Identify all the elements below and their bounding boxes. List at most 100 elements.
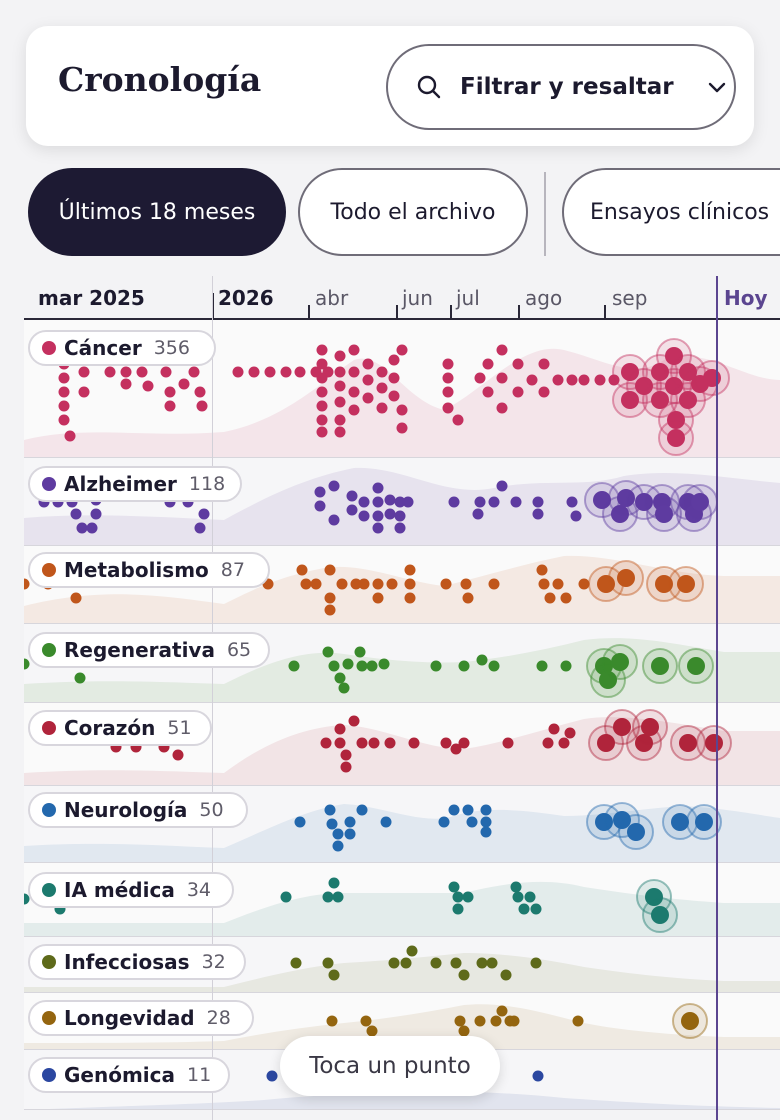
event-dot[interactable] — [532, 508, 544, 520]
event-dot[interactable] — [488, 496, 500, 508]
event-dot[interactable] — [496, 480, 508, 492]
event-dot[interactable] — [578, 578, 590, 590]
event-dot[interactable] — [538, 386, 550, 398]
event-dot[interactable] — [530, 903, 542, 915]
event-dot[interactable] — [558, 737, 570, 749]
event-dot[interactable] — [458, 660, 470, 672]
tab-full-archive[interactable]: Todo el archivo — [298, 168, 528, 256]
event-dot[interactable] — [404, 578, 416, 590]
event-dot[interactable] — [332, 828, 344, 840]
event-dot[interactable] — [136, 366, 148, 378]
event-dot[interactable] — [476, 654, 488, 666]
highlighted-event-dot[interactable] — [658, 420, 694, 456]
highlighted-event-dot[interactable] — [686, 804, 722, 840]
event-dot[interactable] — [172, 749, 184, 761]
event-dot[interactable] — [310, 578, 322, 590]
event-dot[interactable] — [512, 358, 524, 370]
highlighted-event-dot[interactable] — [636, 879, 672, 915]
event-dot[interactable] — [448, 881, 460, 893]
event-dot[interactable] — [316, 358, 328, 370]
event-dot[interactable] — [472, 508, 484, 520]
event-dot[interactable] — [78, 366, 90, 378]
event-dot[interactable] — [608, 374, 620, 386]
event-dot[interactable] — [188, 366, 200, 378]
event-dot[interactable] — [442, 358, 454, 370]
event-dot[interactable] — [454, 1015, 466, 1027]
event-dot[interactable] — [490, 1015, 502, 1027]
event-dot[interactable] — [594, 374, 606, 386]
event-dot[interactable] — [328, 969, 340, 981]
event-dot[interactable] — [458, 969, 470, 981]
event-dot[interactable] — [518, 903, 530, 915]
highlighted-event-dot[interactable] — [678, 648, 714, 684]
event-dot[interactable] — [394, 510, 406, 522]
event-dot[interactable] — [316, 414, 328, 426]
highlighted-event-dot[interactable] — [662, 804, 698, 840]
event-dot[interactable] — [512, 891, 524, 903]
event-dot[interactable] — [406, 945, 418, 957]
event-dot[interactable] — [322, 646, 334, 658]
event-dot[interactable] — [572, 1015, 584, 1027]
event-dot[interactable] — [334, 414, 346, 426]
highlighted-event-dot[interactable] — [646, 496, 682, 532]
event-dot[interactable] — [552, 578, 564, 590]
category-pill[interactable]: Neurología 50 — [28, 792, 248, 828]
event-dot[interactable] — [58, 414, 70, 426]
event-dot[interactable] — [348, 386, 360, 398]
event-dot[interactable] — [328, 877, 340, 889]
event-dot[interactable] — [384, 737, 396, 749]
event-dot[interactable] — [334, 380, 346, 392]
event-dot[interactable] — [496, 402, 508, 414]
event-dot[interactable] — [360, 1015, 372, 1027]
event-dot[interactable] — [384, 508, 396, 520]
event-dot[interactable] — [430, 660, 442, 672]
event-dot[interactable] — [532, 1070, 544, 1082]
event-dot[interactable] — [348, 404, 360, 416]
category-pill[interactable]: Infecciosas 32 — [28, 944, 246, 980]
event-dot[interactable] — [536, 660, 548, 672]
event-dot[interactable] — [566, 496, 578, 508]
event-dot[interactable] — [316, 386, 328, 398]
event-dot[interactable] — [336, 578, 348, 590]
event-dot[interactable] — [542, 737, 554, 749]
event-dot[interactable] — [160, 366, 172, 378]
event-dot[interactable] — [552, 374, 564, 386]
event-dot[interactable] — [578, 374, 590, 386]
event-dot[interactable] — [78, 386, 90, 398]
event-dot[interactable] — [344, 816, 356, 828]
event-dot[interactable] — [74, 672, 86, 684]
event-dot[interactable] — [332, 891, 344, 903]
event-dot[interactable] — [466, 816, 478, 828]
event-dot[interactable] — [300, 578, 312, 590]
category-pill[interactable]: Genómica 11 — [28, 1057, 230, 1093]
event-dot[interactable] — [560, 660, 572, 672]
event-dot[interactable] — [372, 592, 384, 604]
event-dot[interactable] — [450, 743, 462, 755]
event-dot[interactable] — [388, 354, 400, 366]
highlighted-event-dot[interactable] — [642, 648, 678, 684]
event-dot[interactable] — [396, 404, 408, 416]
event-dot[interactable] — [440, 737, 452, 749]
event-dot[interactable] — [384, 494, 396, 506]
event-dot[interactable] — [340, 749, 352, 761]
event-dot[interactable] — [316, 400, 328, 412]
event-dot[interactable] — [264, 366, 276, 378]
event-dot[interactable] — [462, 804, 474, 816]
tab-last-18-months[interactable]: Últimos 18 meses — [28, 168, 286, 256]
category-pill[interactable]: Cáncer 356 — [28, 330, 216, 366]
event-dot[interactable] — [334, 396, 346, 408]
highlighted-event-dot[interactable] — [672, 1003, 708, 1039]
event-dot[interactable] — [538, 358, 550, 370]
event-dot[interactable] — [442, 386, 454, 398]
event-dot[interactable] — [344, 828, 356, 840]
event-dot[interactable] — [372, 482, 384, 494]
event-dot[interactable] — [452, 891, 464, 903]
event-dot[interactable] — [326, 818, 338, 830]
category-pill[interactable]: Longevidad 28 — [28, 1000, 254, 1036]
highlighted-event-dot[interactable] — [632, 709, 668, 745]
event-dot[interactable] — [294, 816, 306, 828]
event-dot[interactable] — [404, 592, 416, 604]
event-dot[interactable] — [508, 1015, 520, 1027]
event-dot[interactable] — [396, 344, 408, 356]
event-dot[interactable] — [460, 578, 472, 590]
